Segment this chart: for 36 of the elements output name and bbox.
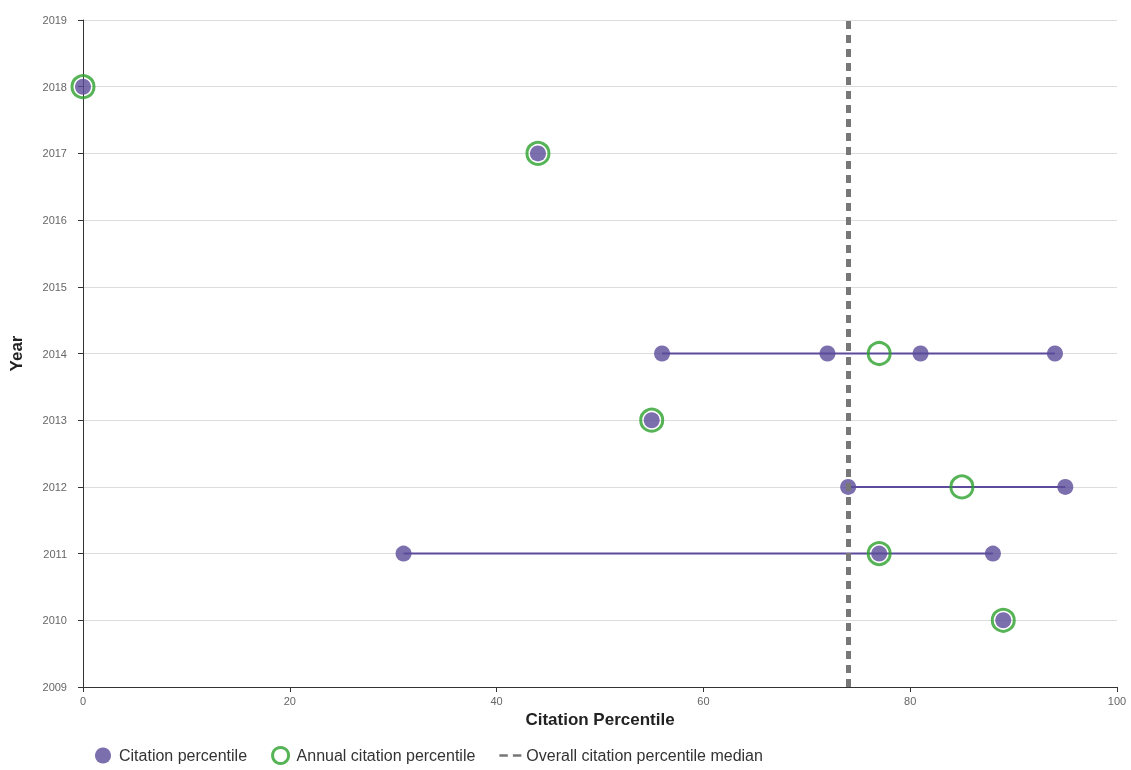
point	[866, 541, 892, 567]
point	[984, 545, 1001, 562]
point	[1057, 478, 1074, 495]
point	[819, 345, 836, 362]
y-tick-label: 2018	[42, 80, 67, 93]
point	[912, 345, 929, 362]
y-tick-label: 2015	[42, 280, 67, 293]
y-tick-label: 2012	[42, 480, 67, 493]
point	[639, 407, 665, 433]
legend-label: Citation percentile	[119, 747, 248, 764]
point	[866, 341, 892, 366]
y-tick-label: 2010	[42, 614, 67, 627]
point	[990, 607, 1016, 633]
y-tick-label: 2017	[42, 147, 67, 160]
x-axis-title: Citation Percentile	[525, 710, 675, 729]
y-axis-title: Year	[7, 335, 26, 372]
x-tick-label: 20	[283, 694, 296, 707]
y-tick-label: 2011	[43, 547, 67, 560]
x-tick-label: 80	[904, 694, 917, 707]
y-tick-label: 2014	[42, 347, 67, 360]
legend-label: Annual citation percentile	[296, 747, 476, 764]
x-tick-label: 40	[490, 694, 503, 707]
y-tick-label: 2009	[42, 681, 67, 693]
x-tick-label: 0	[79, 694, 87, 707]
point	[395, 545, 412, 562]
y-tick-label: 2013	[42, 414, 67, 427]
x-tick-label: 100	[1107, 694, 1127, 707]
point	[1046, 345, 1063, 362]
point	[525, 140, 551, 166]
point	[949, 474, 975, 500]
legend-label: Overall citation percentile median	[526, 747, 763, 764]
y-tick-label: 2016	[42, 214, 67, 227]
y-tick-label: 2019	[42, 14, 67, 26]
point	[654, 345, 671, 362]
x-tick-label: 60	[697, 694, 710, 707]
point	[70, 74, 96, 100]
